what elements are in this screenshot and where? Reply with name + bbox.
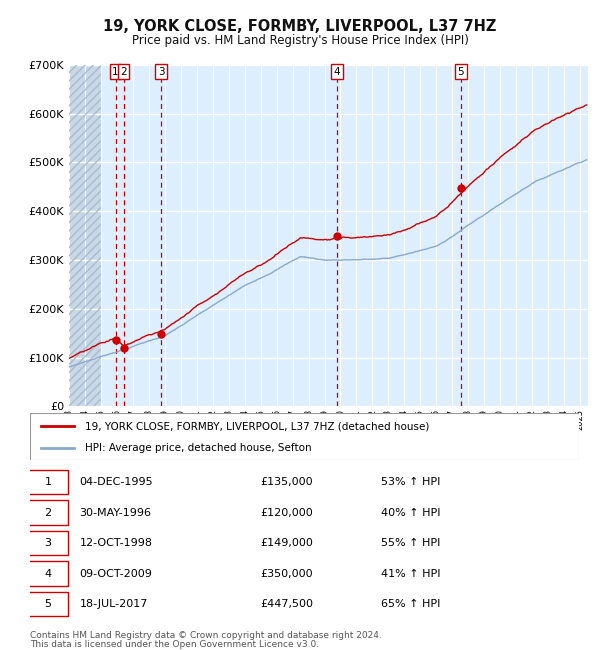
Text: 55% ↑ HPI: 55% ↑ HPI <box>382 538 441 548</box>
Text: HPI: Average price, detached house, Sefton: HPI: Average price, detached house, Seft… <box>85 443 311 452</box>
Text: Price paid vs. HM Land Registry's House Price Index (HPI): Price paid vs. HM Land Registry's House … <box>131 34 469 47</box>
Text: 30-MAY-1996: 30-MAY-1996 <box>79 508 151 517</box>
Text: 2: 2 <box>44 508 52 517</box>
Text: 19, YORK CLOSE, FORMBY, LIVERPOOL, L37 7HZ (detached house): 19, YORK CLOSE, FORMBY, LIVERPOOL, L37 7… <box>85 421 429 431</box>
Text: 5: 5 <box>44 599 52 609</box>
Text: 12-OCT-1998: 12-OCT-1998 <box>79 538 152 548</box>
Text: 19, YORK CLOSE, FORMBY, LIVERPOOL, L37 7HZ: 19, YORK CLOSE, FORMBY, LIVERPOOL, L37 7… <box>103 19 497 34</box>
Text: 18-JUL-2017: 18-JUL-2017 <box>79 599 148 609</box>
Text: 4: 4 <box>44 569 52 578</box>
Text: 4: 4 <box>334 67 340 77</box>
Text: 04-DEC-1995: 04-DEC-1995 <box>79 477 153 487</box>
Text: 5: 5 <box>458 67 464 77</box>
Text: 1: 1 <box>44 477 52 487</box>
Text: £120,000: £120,000 <box>260 508 313 517</box>
Bar <box>69 65 101 406</box>
Text: This data is licensed under the Open Government Licence v3.0.: This data is licensed under the Open Gov… <box>30 640 319 649</box>
Text: 09-OCT-2009: 09-OCT-2009 <box>79 569 152 578</box>
FancyBboxPatch shape <box>27 470 68 494</box>
Text: 40% ↑ HPI: 40% ↑ HPI <box>382 508 441 517</box>
FancyBboxPatch shape <box>27 562 68 586</box>
Text: 65% ↑ HPI: 65% ↑ HPI <box>382 599 441 609</box>
Text: 1: 1 <box>112 67 119 77</box>
Text: 41% ↑ HPI: 41% ↑ HPI <box>382 569 441 578</box>
FancyBboxPatch shape <box>27 531 68 555</box>
Text: £135,000: £135,000 <box>260 477 313 487</box>
Text: 2: 2 <box>120 67 127 77</box>
Bar <box>69 65 101 406</box>
FancyBboxPatch shape <box>27 500 68 525</box>
Text: £350,000: £350,000 <box>260 569 313 578</box>
Text: £447,500: £447,500 <box>260 599 314 609</box>
Text: 53% ↑ HPI: 53% ↑ HPI <box>382 477 441 487</box>
Text: £149,000: £149,000 <box>260 538 313 548</box>
Text: 3: 3 <box>158 67 164 77</box>
Text: Contains HM Land Registry data © Crown copyright and database right 2024.: Contains HM Land Registry data © Crown c… <box>30 630 382 640</box>
FancyBboxPatch shape <box>27 592 68 616</box>
Text: 3: 3 <box>44 538 52 548</box>
